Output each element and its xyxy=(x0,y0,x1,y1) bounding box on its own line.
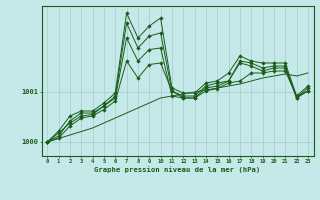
X-axis label: Graphe pression niveau de la mer (hPa): Graphe pression niveau de la mer (hPa) xyxy=(94,166,261,173)
